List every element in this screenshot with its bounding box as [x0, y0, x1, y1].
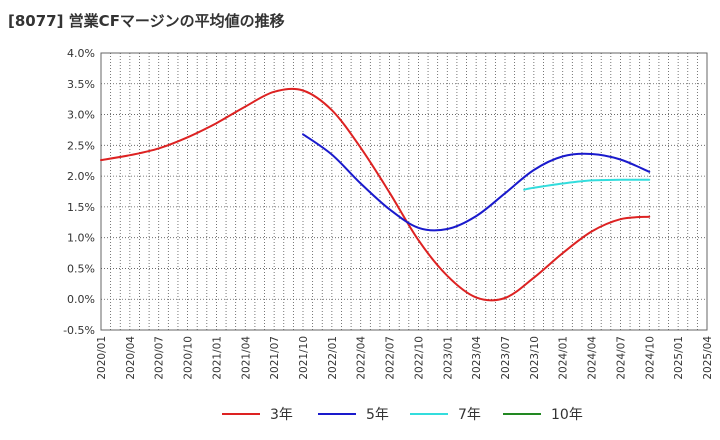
y-tick-label: 0.0% — [67, 293, 95, 306]
legend-swatch — [503, 413, 541, 415]
x-tick-label: 2022/04 — [356, 336, 368, 380]
x-tick-label: 2022/01 — [327, 336, 339, 380]
y-tick-label: 3.5% — [67, 78, 95, 91]
x-tick-label: 2024/10 — [644, 336, 656, 380]
x-tick-label: 2025/04 — [702, 336, 714, 380]
x-tick-label: 2020/10 — [183, 336, 195, 380]
y-tick-label: 2.0% — [67, 170, 95, 183]
x-tick-label: 2020/01 — [96, 336, 108, 380]
y-tick-label: 1.0% — [67, 232, 95, 245]
y-tick-label: -0.5% — [63, 324, 95, 337]
x-tick-label: 2023/01 — [442, 336, 454, 380]
series-line-2 — [302, 133, 651, 232]
series-line-3 — [523, 178, 651, 191]
y-tick-label: 1.5% — [67, 201, 95, 214]
plot-area — [100, 52, 708, 331]
chart-title: [8077] 営業CFマージンの平均値の推移 — [8, 12, 285, 30]
chart-legend: 3年 5年 7年 10年 — [0, 404, 720, 428]
legend-item: 3年 — [222, 404, 293, 424]
legend-swatch — [410, 413, 448, 415]
legend-label: 3年 — [270, 407, 293, 423]
y-tick-label: 2.5% — [67, 139, 95, 152]
legend-item: 10年 — [503, 404, 583, 424]
x-tick-label: 2021/04 — [240, 336, 252, 380]
x-tick-label: 2023/10 — [529, 336, 541, 380]
legend-item: 7年 — [410, 404, 481, 424]
y-tick-label: 3.0% — [67, 109, 95, 122]
legend-label: 10年 — [551, 407, 583, 423]
legend-label: 7年 — [458, 407, 481, 423]
x-tick-label: 2020/04 — [125, 336, 137, 380]
y-tick-label: 0.5% — [67, 262, 95, 275]
legend-label: 5年 — [366, 407, 389, 423]
x-tick-label: 2023/07 — [500, 336, 512, 380]
legend-item: 5年 — [318, 404, 389, 424]
x-tick-label: 2021/07 — [269, 336, 281, 380]
y-tick-label: 4.0% — [67, 47, 95, 60]
x-tick-label: 2021/01 — [211, 336, 223, 380]
x-tick-label: 2023/04 — [471, 336, 483, 380]
legend-swatch — [318, 413, 356, 415]
x-tick-label: 2024/04 — [587, 336, 599, 380]
x-tick-label: 2021/10 — [298, 336, 310, 380]
x-tick-label: 2025/01 — [673, 336, 685, 380]
x-tick-label: 2022/07 — [385, 336, 397, 380]
x-tick-label: 2022/10 — [413, 336, 425, 380]
x-tick-label: 2024/01 — [558, 336, 570, 380]
x-tick-label: 2020/07 — [154, 336, 166, 380]
x-tick-label: 2024/07 — [615, 336, 627, 380]
series-line-1 — [100, 87, 651, 302]
legend-swatch — [222, 413, 260, 415]
